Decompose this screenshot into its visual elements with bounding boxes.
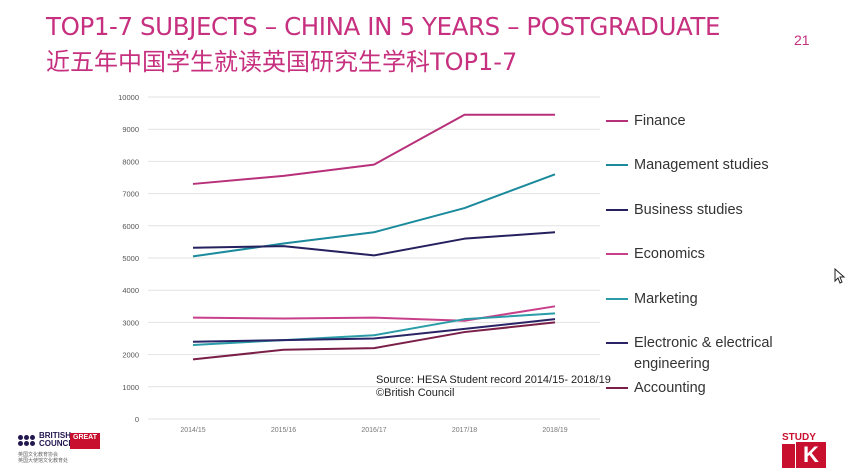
legend-swatch (606, 298, 628, 300)
legend-label: Management studies (634, 157, 769, 173)
legend-item: Electronic & electrical engineering (606, 333, 809, 375)
source-note: Source: HESA Student record 2014/15- 201… (376, 374, 611, 400)
uk-label: K (796, 442, 826, 468)
x-tick-label: 2017/18 (452, 427, 477, 434)
bc-sub-line2: 英国大使馆文化教育处 (18, 458, 69, 464)
y-tick-label: 10000 (118, 93, 139, 102)
legend-swatch (606, 164, 628, 166)
legend-label: Business studies (634, 202, 743, 218)
series-line (192, 312, 556, 346)
legend-label: Marketing (634, 291, 698, 307)
y-tick-label: 2000 (122, 351, 139, 360)
legend-swatch (606, 342, 628, 344)
x-tick-label: 2014/15 (180, 427, 205, 434)
source-line: Source: HESA Student record 2014/15- 201… (376, 374, 611, 386)
series-line (192, 113, 555, 185)
legend-swatch (606, 387, 628, 389)
bc-sub-line1: 英国文化教育协会 (18, 452, 59, 458)
y-tick-label: 7000 (122, 190, 139, 199)
series-line (192, 231, 556, 257)
british-council-line2: COUNCIL (39, 439, 76, 448)
legend-swatch (606, 253, 628, 255)
slide-title-english: TOP1-7 SUBJECTS – CHINA IN 5 YEARS – POS… (46, 12, 721, 41)
x-tick-label: 2016/17 (361, 427, 386, 434)
series-line (192, 305, 556, 322)
legend-item: Economics (606, 244, 809, 265)
y-tick-label: 3000 (122, 318, 139, 327)
slide-title-chinese: 近五年中国学生就读英国研究生学科TOP1-7 (46, 48, 518, 76)
british-council-line1: BRITISH (39, 431, 71, 440)
study-label: STUDY (782, 432, 816, 443)
legend-item: Marketing (606, 289, 809, 310)
legend-item: Finance (606, 111, 809, 132)
legend-label: Accounting (634, 380, 706, 396)
mouse-cursor-icon (834, 268, 846, 284)
y-tick-label: 5000 (122, 254, 139, 263)
legend-item: Business studies (606, 200, 809, 221)
series-line (192, 318, 556, 343)
british-council-subtitle: 英国文化教育协会 英国大使馆文化教育处 (18, 452, 68, 464)
y-tick-label: 8000 (122, 157, 139, 166)
legend-swatch (606, 209, 628, 211)
page-number: 21 (794, 32, 810, 48)
legend-item: Accounting (606, 378, 809, 399)
y-tick-label: 1000 (122, 383, 139, 392)
legend-item: Management studies (606, 155, 809, 176)
legend-label: Finance (634, 113, 686, 129)
union-flag-icon (782, 444, 795, 468)
y-tick-label: 6000 (122, 222, 139, 231)
british-council-dots-icon (18, 434, 35, 446)
series-line (192, 321, 556, 361)
copyright-line: ©British Council (376, 387, 455, 399)
series-line (192, 173, 556, 258)
great-logo: GREAT (70, 433, 100, 449)
study-uk-logo: STUDY K (782, 432, 828, 470)
legend-label: Electronic & electrical engineering (634, 335, 773, 372)
x-tick-label: 2018/19 (542, 427, 567, 434)
legend-label: Economics (634, 246, 705, 262)
y-tick-label: 4000 (122, 286, 139, 295)
legend-swatch (606, 120, 628, 122)
y-tick-label: 9000 (122, 125, 139, 134)
british-council-logo: BRITISH COUNCIL (18, 432, 75, 448)
x-tick-label: 2015/16 (271, 427, 296, 434)
y-tick-label: 0 (135, 415, 139, 424)
